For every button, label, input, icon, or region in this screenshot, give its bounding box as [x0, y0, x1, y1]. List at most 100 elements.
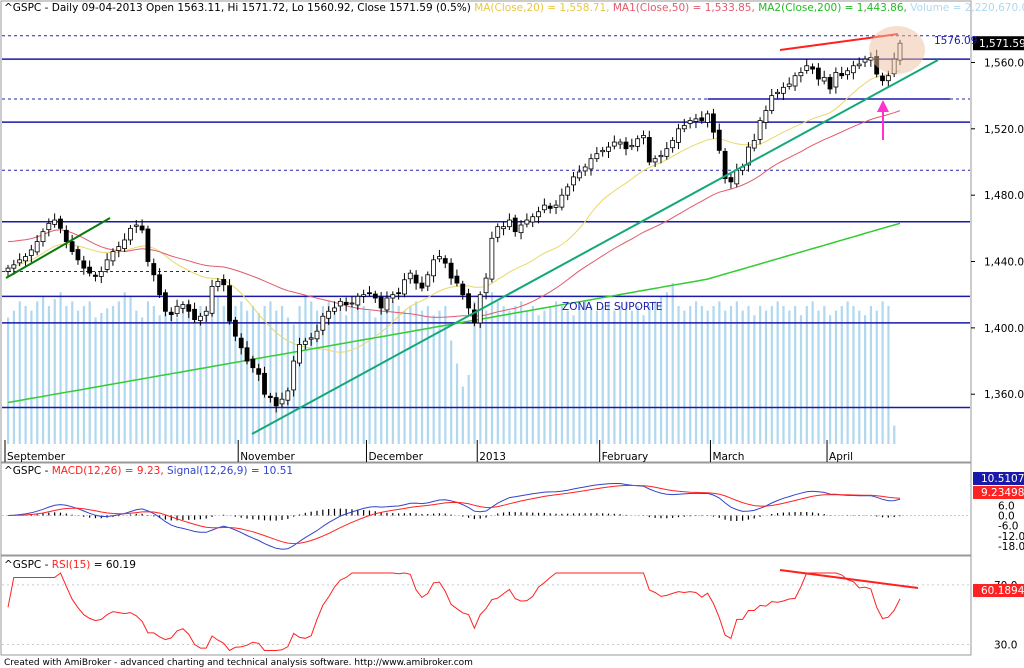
- candle-down: [711, 113, 716, 133]
- volume-bar: [199, 306, 202, 444]
- candle-up: [833, 72, 839, 88]
- candle-up: [804, 65, 810, 71]
- volume-bar: [525, 310, 529, 444]
- candle-up: [23, 256, 28, 262]
- volume-bar: [82, 306, 85, 444]
- volume-bar: [479, 306, 482, 444]
- volume-bar: [47, 306, 51, 444]
- candle-down: [151, 263, 157, 276]
- footer-credit: Created with AmiBroker - advanced charti…: [4, 658, 473, 668]
- candle-up: [757, 120, 763, 140]
- volume-bar: [76, 310, 80, 444]
- volume-bar: [881, 301, 884, 444]
- candle-down: [728, 177, 734, 183]
- candle-up: [279, 398, 285, 405]
- candle-down: [250, 358, 256, 369]
- volume-bar: [275, 310, 278, 444]
- highlight-ellipse: [869, 26, 925, 74]
- macd-panel[interactable]: [0, 462, 972, 556]
- candle-up: [40, 231, 46, 243]
- macd-header: ^GSPC - MACD(12,26) = 9.23, Signal(12,26…: [4, 465, 293, 477]
- volume-bar: [228, 310, 231, 444]
- volume-bar: [893, 425, 896, 444]
- volume-bar: [350, 306, 354, 444]
- volume-bar: [543, 310, 546, 444]
- volume-bar: [432, 315, 435, 444]
- candle-down: [460, 283, 466, 296]
- candle-up: [588, 158, 594, 170]
- candle-up: [17, 259, 23, 264]
- volume-bar: [636, 306, 639, 444]
- candle-down: [378, 296, 384, 309]
- volume-bar: [123, 292, 126, 444]
- rsi-line: [7, 572, 901, 652]
- candle-up: [34, 241, 40, 253]
- candle-up: [734, 169, 740, 185]
- candle-down: [367, 292, 372, 295]
- candle-up: [751, 140, 757, 149]
- volume-bar: [71, 301, 74, 444]
- volume-bar: [59, 292, 62, 444]
- candle-up: [565, 186, 571, 196]
- date-tick-label: March: [712, 451, 744, 463]
- volume-bar: [485, 310, 488, 444]
- candle-up: [541, 204, 547, 211]
- volume-bar: [345, 315, 348, 444]
- volume-bar: [805, 306, 808, 444]
- candle-up: [407, 272, 413, 280]
- candle-up: [314, 330, 320, 340]
- candle-down: [396, 292, 402, 295]
- date-axis: September November December 2013 February Mar…: [7, 451, 853, 463]
- candle-up: [652, 158, 658, 163]
- candle-up: [215, 281, 221, 287]
- volume-bar: [30, 310, 33, 444]
- volume-bar: [560, 306, 564, 444]
- candle-down: [238, 337, 244, 349]
- volume-bar: [578, 306, 581, 444]
- candle-down: [145, 228, 151, 262]
- ma20-line: [7, 70, 901, 353]
- volume-bar: [590, 306, 593, 444]
- candle-up: [856, 63, 862, 67]
- volume-bar: [514, 306, 517, 444]
- candle-up: [850, 65, 856, 74]
- volume-bar: [152, 306, 155, 444]
- volume-bar: [135, 310, 138, 444]
- volume-bar: [555, 301, 558, 444]
- volume-bar: [624, 301, 628, 444]
- volume-bar: [858, 310, 861, 444]
- candle-up: [203, 310, 209, 316]
- volume-bar: [53, 299, 56, 444]
- date-tick-label: April: [829, 451, 853, 463]
- rsi-value-badge: [973, 584, 1024, 597]
- price-axis: 1,560.0 1,520.0 1,480.0 1,440.0 1,400.0 1,360…: [934, 35, 1024, 401]
- candle-down: [93, 274, 98, 277]
- volume-bar: [385, 310, 389, 444]
- macd-line: [7, 483, 901, 550]
- candle-up: [518, 224, 524, 234]
- candle-up: [128, 227, 133, 241]
- candle-up: [332, 307, 337, 312]
- volume-bar: [164, 301, 167, 444]
- volume-bar: [659, 296, 663, 444]
- volume-bar: [520, 301, 523, 444]
- candle-down: [810, 66, 815, 70]
- candle-up: [133, 224, 139, 227]
- date-tick-label: 2013: [479, 451, 506, 463]
- volume-bar: [304, 296, 307, 444]
- signal-value-label: 9.23498: [981, 487, 1024, 499]
- volume-bar: [799, 315, 803, 444]
- volume-bar: [170, 310, 173, 444]
- rsi-panel[interactable]: [0, 555, 972, 656]
- macd-indicator: 6.00.0-6.0-12.0-18.0 10.5107 9.23498: [2, 472, 1024, 553]
- candle-up: [617, 141, 623, 145]
- volume-bar: [88, 301, 91, 444]
- candle-down: [232, 319, 238, 337]
- signal-line: [7, 485, 901, 545]
- candle-up: [384, 297, 390, 311]
- volume-bar: [420, 310, 424, 444]
- candle-down: [139, 225, 145, 231]
- volume-bar: [584, 301, 587, 444]
- candle-up: [705, 113, 711, 123]
